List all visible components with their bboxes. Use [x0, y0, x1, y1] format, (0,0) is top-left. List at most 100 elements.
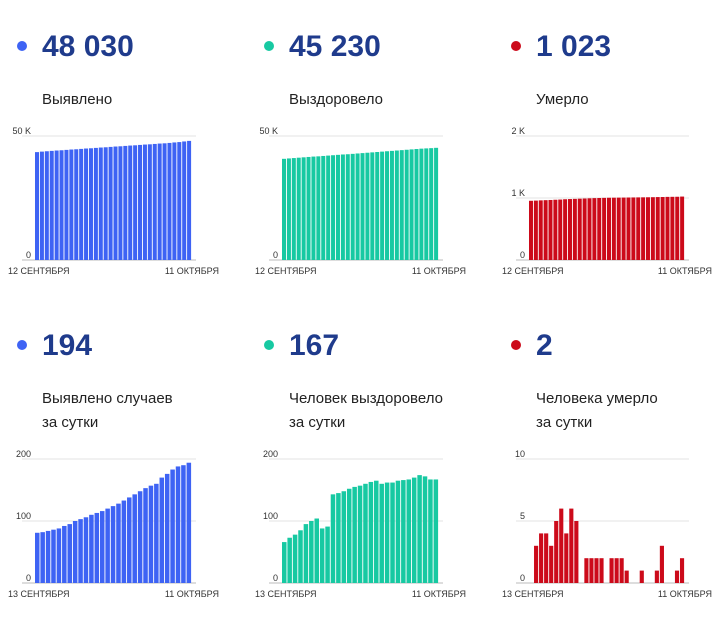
bar [159, 477, 165, 583]
bar [296, 157, 301, 260]
bar [434, 147, 439, 260]
y-tick-label: 200 [16, 449, 31, 459]
bar [543, 200, 548, 260]
bar [282, 542, 287, 583]
bar [559, 508, 564, 583]
bar [577, 198, 582, 260]
recovered-daily-label: Человек выздоровело за сутки [289, 387, 443, 435]
bar [611, 197, 616, 260]
bar [411, 477, 417, 583]
bar [424, 148, 429, 260]
bar [631, 197, 636, 260]
bar [675, 196, 680, 260]
bar [607, 197, 611, 260]
bar [123, 145, 128, 260]
bar [39, 151, 44, 260]
bar [93, 147, 98, 260]
bar [589, 558, 594, 583]
bar [49, 150, 54, 260]
series-color-dot [511, 41, 521, 51]
bar [582, 198, 587, 260]
deaths-daily-chart: 0 5 10 13 СЕНТЯБРЯ 11 ОКТЯБРЯ [502, 449, 712, 599]
y-tick-label: 100 [263, 511, 278, 521]
bar [148, 485, 154, 583]
detected-daily-value: 194 [42, 329, 93, 362]
bar [404, 149, 409, 260]
bar [121, 500, 127, 583]
y-tick-label: 0 [26, 250, 31, 260]
x-start-label: 13 СЕНТЯБРЯ [502, 589, 564, 599]
bar [326, 155, 331, 260]
bar [352, 486, 357, 583]
bar [331, 155, 336, 260]
recovered-total-label: Выздоровело [289, 88, 383, 112]
bar [422, 476, 428, 583]
series-color-dot [511, 340, 521, 350]
label-line: Выздоровело [289, 91, 384, 108]
bar [654, 570, 659, 583]
bar [609, 558, 614, 583]
bar [138, 144, 143, 260]
bar [646, 197, 650, 260]
label-line: Выявлено [42, 91, 113, 108]
x-start-label: 13 СЕНТЯБРЯ [255, 589, 317, 599]
bar [54, 150, 59, 260]
bar [303, 524, 309, 583]
panel-deaths-total: 1 023 Умерло 0 1 K 2 K 12 СЕНТЯБРЯ 11 ОКТЯБР… [494, 28, 719, 328]
bar [336, 493, 341, 583]
bar [79, 148, 84, 260]
bar [116, 503, 121, 583]
bar [110, 506, 116, 583]
panel-recovered-daily: 167 Человек выздоровело за сутки 0 100 200… [247, 327, 482, 627]
bar [564, 533, 569, 583]
bar [103, 147, 108, 260]
bar [83, 517, 89, 583]
bar [374, 480, 379, 583]
bar [335, 154, 340, 260]
x-start-label: 12 СЕНТЯБРЯ [502, 266, 564, 276]
bar [390, 482, 395, 583]
bar [164, 473, 170, 583]
bar [539, 533, 544, 583]
y-tick-label: 50 K [12, 126, 31, 136]
series-color-dot [264, 340, 274, 350]
bar [137, 491, 143, 583]
bar [321, 155, 326, 260]
bar [162, 143, 167, 260]
bar [147, 144, 152, 260]
bar [59, 150, 64, 260]
bar [639, 570, 644, 583]
bar [406, 479, 412, 583]
y-tick-label: 0 [273, 573, 278, 583]
bar [99, 511, 105, 583]
bar [89, 514, 94, 583]
y-tick-label: 0 [26, 573, 31, 583]
bar [319, 528, 325, 583]
bar [186, 462, 192, 583]
bar [587, 198, 592, 260]
bar [45, 530, 51, 583]
bar [574, 521, 579, 583]
bar [132, 494, 137, 583]
bar [181, 465, 186, 583]
bar [35, 532, 40, 583]
bar [401, 480, 406, 583]
bar [84, 148, 89, 260]
bar [650, 197, 655, 260]
detected-daily-label: Выявлено случаев за сутки [42, 387, 173, 435]
bar [118, 146, 123, 260]
bar [35, 152, 40, 260]
bar [636, 197, 641, 260]
bar [544, 533, 549, 583]
x-end-label: 11 ОКТЯБРЯ [658, 589, 712, 599]
label-line: Выявлено случаев [42, 390, 173, 407]
bar [69, 149, 74, 260]
bar [62, 525, 67, 583]
bar [72, 521, 78, 583]
bar [399, 150, 404, 260]
bar [375, 152, 380, 260]
bar [172, 142, 177, 260]
bar [363, 483, 368, 583]
bar [345, 154, 350, 260]
bar [286, 158, 291, 260]
